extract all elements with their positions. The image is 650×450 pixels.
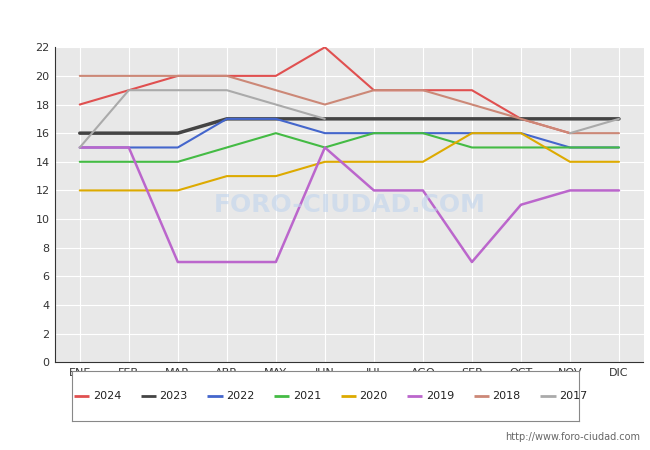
Text: FORO-CIUDAD.COM: FORO-CIUDAD.COM <box>213 193 486 217</box>
Text: http://www.foro-ciudad.com: http://www.foro-ciudad.com <box>505 432 640 442</box>
Text: 2017: 2017 <box>559 391 588 401</box>
Text: 2024: 2024 <box>93 391 121 401</box>
Text: 2023: 2023 <box>159 391 188 401</box>
Text: 2019: 2019 <box>426 391 454 401</box>
Text: 2020: 2020 <box>359 391 387 401</box>
Text: 2018: 2018 <box>493 391 521 401</box>
Text: Afiliados en Valdeprados a 30/11/2024: Afiliados en Valdeprados a 30/11/2024 <box>170 12 480 27</box>
Text: 2021: 2021 <box>292 391 321 401</box>
Text: 2022: 2022 <box>226 391 254 401</box>
